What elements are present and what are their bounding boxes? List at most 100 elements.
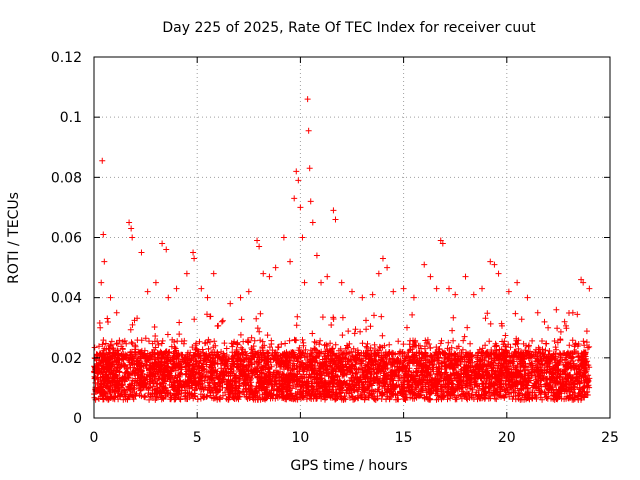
data-point xyxy=(301,279,308,286)
data-point xyxy=(163,246,170,253)
data-point xyxy=(369,291,376,298)
x-tick-label: 15 xyxy=(395,430,413,446)
data-point xyxy=(578,276,585,283)
x-axis-label: GPS time / hours xyxy=(290,458,407,474)
data-point xyxy=(400,285,407,292)
data-point xyxy=(586,285,593,292)
data-point xyxy=(260,270,267,277)
x-tick-label: 5 xyxy=(193,430,202,446)
data-point xyxy=(470,291,477,298)
y-axis-label: ROTI / TECUs xyxy=(6,192,22,284)
noise-points xyxy=(91,310,593,403)
data-point xyxy=(237,294,244,301)
ticks xyxy=(93,56,611,419)
data-point xyxy=(280,234,287,241)
data-point xyxy=(446,285,453,292)
data-point xyxy=(324,273,331,280)
data-point xyxy=(165,294,172,301)
y-tick-label: 0 xyxy=(73,411,82,427)
data-point xyxy=(99,157,106,164)
data-point xyxy=(421,261,428,268)
data-point xyxy=(101,258,108,265)
data-point xyxy=(359,294,366,301)
data-point xyxy=(218,318,225,325)
data-point xyxy=(332,216,339,223)
data-point xyxy=(433,285,440,292)
data-point xyxy=(487,258,494,265)
data-point xyxy=(266,273,273,280)
data-point xyxy=(204,294,211,301)
data-point xyxy=(427,273,434,280)
y-tick-label: 0.1 xyxy=(60,110,82,126)
data-point xyxy=(452,291,459,298)
data-point xyxy=(129,234,136,241)
data-point xyxy=(313,252,320,259)
data-point xyxy=(330,207,337,214)
y-tick-labels: 0 0.02 0.04 0.06 0.08 0.1 0.12 xyxy=(51,50,82,427)
y-tick-label: 0.02 xyxy=(51,351,82,367)
data-point xyxy=(287,258,294,265)
data-point xyxy=(553,306,560,313)
data-point xyxy=(410,294,417,301)
data-point xyxy=(100,231,107,238)
data-point xyxy=(505,288,512,295)
y-tick-label: 0.08 xyxy=(51,170,82,186)
noise-markers xyxy=(91,310,593,403)
y-tick-label: 0.06 xyxy=(51,231,82,247)
data-point xyxy=(338,279,345,286)
data-points xyxy=(97,96,593,331)
data-point xyxy=(173,285,180,292)
data-point xyxy=(128,225,135,232)
data-point xyxy=(349,288,355,295)
data-point xyxy=(295,177,302,184)
data-point xyxy=(439,240,446,247)
data-point xyxy=(191,255,198,262)
data-point xyxy=(304,96,311,103)
data-point xyxy=(299,234,306,241)
data-point xyxy=(534,309,541,316)
data-point xyxy=(107,294,114,301)
data-point xyxy=(152,279,159,286)
data-point xyxy=(309,219,316,226)
x-tick-label: 25 xyxy=(601,430,619,446)
data-point xyxy=(291,195,298,202)
data-point xyxy=(97,324,104,331)
data-point xyxy=(318,279,325,286)
data-point xyxy=(210,270,217,277)
data-point xyxy=(227,300,234,307)
data-point xyxy=(305,127,312,134)
data-point xyxy=(113,309,120,316)
data-point xyxy=(390,288,397,295)
data-point xyxy=(98,279,105,286)
data-point xyxy=(524,294,531,301)
x-tick-labels: 0 5 10 15 20 25 xyxy=(90,430,619,446)
data-point xyxy=(514,279,521,286)
data-point xyxy=(495,270,502,277)
data-point xyxy=(198,285,205,292)
data-point xyxy=(375,270,382,277)
y-tick-label: 0.04 xyxy=(51,291,82,307)
x-tick-label: 0 xyxy=(90,430,99,446)
data-point xyxy=(462,273,469,280)
data-point xyxy=(569,309,576,316)
data-point xyxy=(144,288,151,295)
data-point xyxy=(479,285,486,292)
data-point xyxy=(245,288,252,295)
data-point xyxy=(297,204,304,211)
x-tick-label: 20 xyxy=(498,430,516,446)
data-point xyxy=(138,249,145,256)
data-point xyxy=(190,249,197,256)
data-point xyxy=(561,318,568,325)
y-tick-label: 0.12 xyxy=(51,50,82,66)
data-point xyxy=(437,237,444,244)
data-point xyxy=(491,261,498,268)
data-point xyxy=(307,198,314,205)
data-point xyxy=(126,219,133,226)
data-point xyxy=(159,240,166,247)
data-point xyxy=(293,168,300,175)
data-point xyxy=(272,264,279,271)
data-point xyxy=(256,243,263,250)
data-point xyxy=(545,324,552,331)
data-point xyxy=(379,255,386,262)
